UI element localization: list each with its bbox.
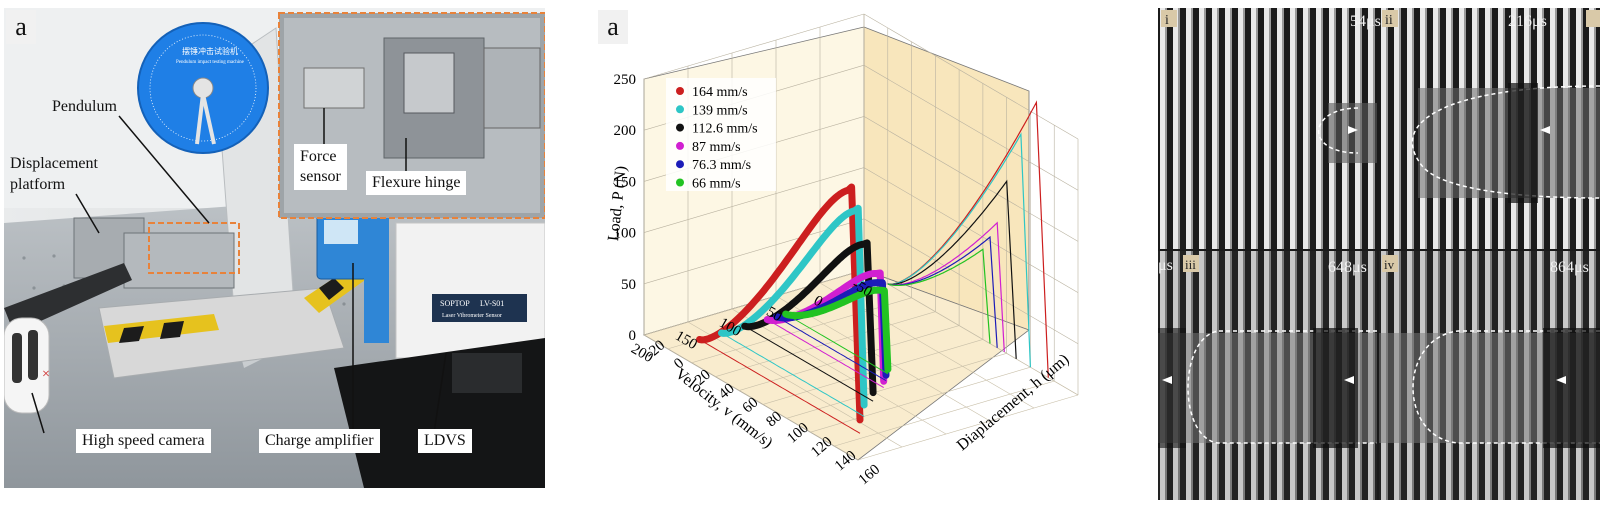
label-force-sensor-2: sensor	[300, 168, 341, 185]
frame-ii-tag	[1382, 10, 1398, 27]
label-force-sensor: Force sensor	[294, 144, 347, 190]
legend-label-0: 164 mm/s	[692, 85, 748, 100]
z-tick-label: 0	[629, 328, 637, 344]
chart-legend: 164 mm/s 139 mm/s 112.6 mm/s 87 mm/s 76.3 mm…	[676, 85, 758, 192]
frame-iv	[1379, 251, 1600, 500]
series-projection-wall-1	[887, 132, 1031, 368]
label-displacement-platform-2: platform	[10, 176, 66, 193]
frame-i	[1158, 8, 1377, 249]
grid-line-z-right	[863, 167, 1079, 293]
vibrometer-name: Laser Vibrometer Sensor	[442, 313, 502, 319]
grid-line-z-right	[863, 64, 1079, 191]
legend-box	[666, 78, 776, 191]
legend-marker-0	[676, 87, 684, 95]
label-force-sensor-1: Force	[300, 148, 337, 165]
label-ldvs: LDVS	[418, 429, 472, 453]
grid-line-y-floor	[687, 321, 903, 448]
setup-photo-panel: × SOPTOP LV-S01 Laser Vibrometer Sensor …	[4, 8, 545, 488]
frame-ii	[1379, 8, 1600, 249]
z-tick-label: 100	[614, 226, 637, 242]
legend-marker-3	[676, 141, 684, 150]
chart-grid	[643, 13, 1079, 461]
panel-tag-plot: a	[598, 10, 628, 44]
frame-ii-roman: ii	[1385, 13, 1393, 28]
plot-panel: 0 50 100 150 200 250 -50 0 50 100 150 200 -20 0 20 40 60…	[596, 8, 1148, 498]
series-projection-floor-1	[721, 332, 865, 417]
highspeed-frames: i 54μs ii 216μs μs iii 648μs iv 864μs	[1158, 8, 1600, 500]
grid-line-y-floor	[731, 308, 947, 435]
series-projection-floor-5	[785, 313, 889, 375]
svg-text:×: ×	[42, 367, 50, 382]
series-curve-0	[696, 183, 864, 424]
frame-i-roman: i	[1165, 13, 1169, 28]
frame-iii-tag	[1183, 255, 1199, 272]
grid-line-y-floor	[643, 334, 859, 461]
label-pendulum: Pendulum	[52, 98, 117, 115]
frame-iii-roman: iii	[1185, 257, 1196, 272]
vibrometer-brand: SOPTOP	[440, 299, 470, 308]
series-projection-floor-3	[766, 319, 884, 389]
frame-i-time: 54μs	[1350, 13, 1381, 30]
z-tick-label: 200	[614, 123, 637, 139]
z-tick-label: 50	[621, 277, 636, 293]
y-tick-label: 50	[764, 304, 785, 325]
grid-line-z-left	[643, 167, 865, 233]
grid-line-z-right	[863, 218, 1079, 345]
legend-label-2: 112.6 mm/s	[692, 122, 758, 137]
legend-label-3: 87 mm/s	[692, 140, 741, 155]
frame-iv-tag	[1382, 255, 1398, 272]
grid-line-y-floor	[863, 269, 1079, 396]
legend-label-5: 66 mm/s	[692, 177, 741, 192]
series-projection-wall-2	[887, 179, 1017, 359]
legend-marker-4	[676, 160, 684, 169]
dial-title: 摆锤冲击试验机	[182, 46, 238, 56]
grid-line-x-floor	[691, 297, 912, 364]
series-projection-wall-3	[887, 221, 1005, 352]
label-flexure-hinge: Flexure hinge	[366, 171, 467, 195]
legend-marker-1	[676, 105, 684, 114]
legend-marker-2	[676, 123, 684, 132]
z-tick-label: 150	[614, 174, 637, 190]
vibrometer-model: LV-S01	[480, 299, 504, 308]
grid-line-x-floor	[715, 311, 936, 377]
grid-line-z-right	[863, 13, 1079, 140]
x-tick-label: 160	[856, 462, 884, 489]
series-projection-floor-0	[699, 339, 861, 434]
series-projection-wall-4	[887, 235, 998, 348]
series-projection-wall-5	[887, 248, 991, 344]
chart-curves	[696, 100, 1049, 434]
dial-subtitle: Pendulum impact testing machine	[176, 60, 245, 65]
highspeed-frames-panel: i 54μs ii 216μs μs iii 648μs iv 864μs	[1158, 8, 1600, 500]
legend-marker-5	[676, 178, 684, 187]
panel-tag-photo: a	[6, 10, 36, 44]
setup-photo: × SOPTOP LV-S01 Laser Vibrometer Sensor …	[4, 8, 545, 488]
frame-ii-time: 216μs	[1508, 13, 1547, 30]
frame-iv-roman: iv	[1384, 257, 1395, 272]
label-high-speed-camera: High speed camera	[76, 429, 211, 453]
frame-i-tag	[1161, 10, 1177, 27]
label-charge-amplifier: Charge amplifier	[259, 429, 380, 453]
frame-iii	[1158, 251, 1377, 500]
grid-line-x-floor	[810, 366, 1031, 433]
label-displacement-platform-1: Displacement	[10, 155, 98, 172]
legend-label-4: 76.3 mm/s	[692, 158, 751, 173]
grid-line-x-floor	[834, 380, 1055, 447]
frame-iv-time: 864μs	[1550, 259, 1589, 276]
series-projection-floor-4	[776, 316, 887, 382]
series-projection-floor-2	[744, 325, 874, 402]
frame-edge-fragment: μs	[1158, 257, 1173, 274]
grid-line-x-floor	[786, 353, 1007, 419]
frame-iii-time: 648μs	[1328, 259, 1367, 276]
z-tick-label: 250	[614, 72, 637, 88]
grid-line-z-left	[643, 13, 865, 80]
legend-label-1: 139 mm/s	[692, 103, 748, 118]
grid-line-z-right	[863, 116, 1079, 242]
series-curve-5	[782, 286, 892, 373]
load-displacement-velocity-chart: 050100150200250-50050100150200-200204060…	[605, 13, 1079, 489]
grid-line-x-floor	[739, 325, 960, 391]
grid-line-x-floor	[857, 394, 1079, 461]
